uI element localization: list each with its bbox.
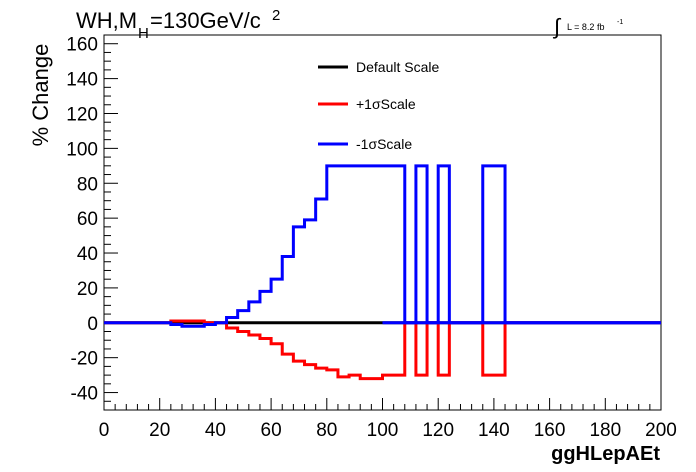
series-layer [104, 164, 661, 381]
y-tick-label: 80 [77, 174, 98, 195]
series-plus-1sigma [104, 319, 661, 381]
luminosity-text: L = 8.2 fb [567, 22, 604, 32]
y-axis: -40 -20 0 20 40 60 80 100 120 140 160 [66, 35, 118, 411]
x-axis: 0 20 40 60 80 100 120 140 160 180 200 [99, 398, 677, 441]
legend-label: +1σScale [356, 96, 416, 112]
y-tick-label: 40 [77, 244, 98, 265]
title-main: WH,M [76, 8, 137, 33]
x-tick-label: 20 [149, 420, 170, 441]
title-subscript: H [138, 25, 149, 42]
chart-title: WH,M H =130GeV/c 2 [76, 7, 280, 42]
y-tick-label: 120 [66, 104, 98, 125]
y-tick-label: 160 [66, 35, 98, 56]
luminosity-exponent: -1 [617, 19, 623, 26]
x-tick-label: 60 [261, 420, 282, 441]
y-axis-label: % Change [28, 44, 53, 147]
y-tick-label: -20 [71, 349, 98, 370]
frame [103, 34, 662, 411]
y-tick-label: 0 [87, 314, 98, 335]
x-tick-label: 100 [367, 420, 399, 441]
y-tick-label: -40 [71, 384, 98, 405]
x-tick-label: 140 [478, 420, 510, 441]
x-tick-label: 80 [316, 420, 337, 441]
x-tick-label: 200 [645, 420, 677, 441]
x-axis-label: ggHLepAEt [551, 443, 660, 465]
x-tick-label: 40 [205, 420, 226, 441]
title-rest: =130GeV/c [150, 8, 261, 33]
x-tick-label: 160 [534, 420, 566, 441]
y-tick-label: 140 [66, 70, 98, 91]
series-minus-1sigma [104, 164, 661, 328]
title-superscript: 2 [272, 7, 280, 24]
x-tick-label: 0 [99, 420, 110, 441]
x-tick-label: 180 [589, 420, 621, 441]
legend: Default Scale +1σScale -1σScale [318, 59, 439, 152]
y-tick-label: 20 [77, 279, 98, 300]
x-tick-label: 120 [422, 420, 454, 441]
legend-label: Default Scale [356, 59, 439, 75]
y-tick-label: 100 [66, 139, 98, 160]
integral-sign: ∫ [552, 14, 562, 39]
y-tick-label: 60 [77, 209, 98, 230]
luminosity-label: ∫ L = 8.2 fb -1 [552, 14, 623, 39]
legend-label: -1σScale [356, 136, 412, 152]
